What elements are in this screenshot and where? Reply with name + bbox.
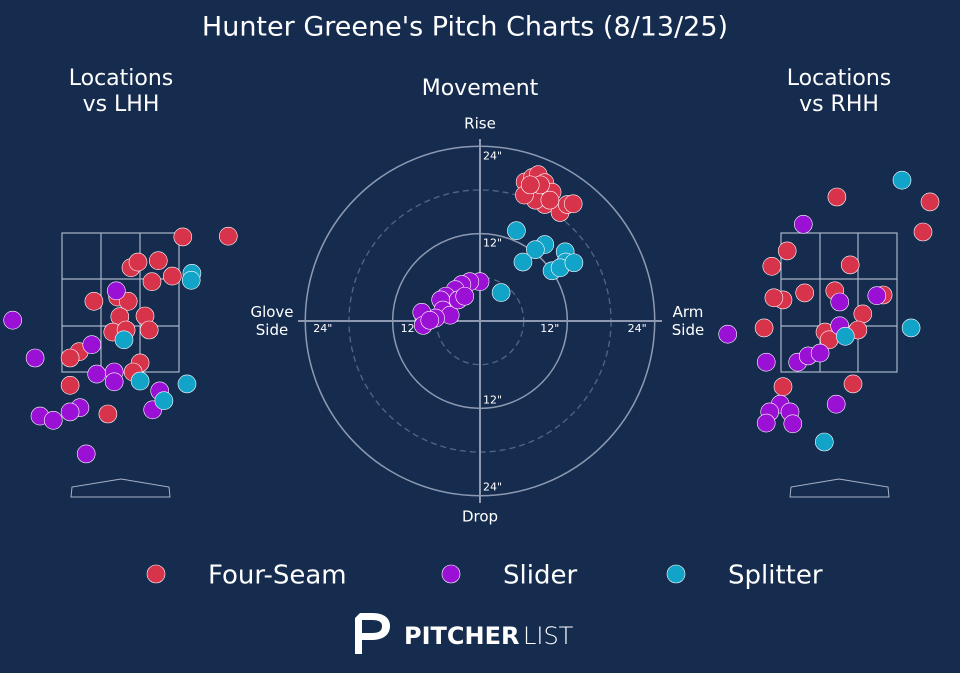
pitch-dot	[139, 320, 159, 340]
pitch-dot	[835, 326, 855, 346]
pitch-dot	[892, 170, 912, 190]
x-tick-label: 12"	[540, 322, 559, 335]
pitch-dot	[455, 286, 475, 306]
pitch-dot	[82, 335, 102, 355]
pitch-dot	[3, 310, 22, 330]
pitch-dot	[219, 226, 238, 246]
x-tick-label: 24"	[313, 322, 332, 335]
brand-light: LIST	[523, 622, 574, 650]
pitch-dot	[783, 414, 803, 434]
pitch-dot	[128, 252, 148, 272]
pitch-dot	[814, 432, 834, 452]
pitch-dot	[507, 221, 526, 241]
pitch-dot	[901, 318, 921, 338]
pitch-dot	[114, 330, 134, 350]
pitch-dot	[795, 283, 815, 303]
axis-label: Drop	[462, 508, 498, 526]
pitch-dot	[853, 304, 873, 324]
pitch-dot	[718, 324, 738, 344]
page-title: Hunter Greene's Pitch Charts (8/13/25)	[202, 12, 728, 43]
pitch-dot	[98, 404, 118, 424]
pitch-dot	[840, 255, 860, 275]
pitch-dot	[920, 192, 940, 212]
pitch-dot	[104, 372, 124, 392]
axis-label: Rise	[464, 115, 496, 133]
legend-marker	[441, 564, 461, 584]
pitch-dot	[163, 266, 182, 286]
pitch-dot	[777, 241, 797, 261]
pitch-dot	[756, 413, 776, 433]
pitch-dot	[25, 348, 45, 368]
legend-label: Slider	[503, 561, 577, 591]
y-tick-label: 12"	[483, 393, 502, 406]
pitch-dot	[60, 375, 80, 395]
pitch-dot	[87, 364, 106, 384]
pitch-dot	[513, 252, 533, 272]
pitch-dot	[827, 187, 847, 207]
pitch-dot	[913, 222, 933, 242]
panel-title: Locations vs LHH	[69, 66, 174, 117]
pitch-dot	[756, 352, 776, 372]
y-tick-label: 24"	[483, 149, 502, 162]
legend-label: Splitter	[728, 561, 823, 591]
pitch-dot	[142, 272, 162, 292]
pitch-dot	[130, 371, 150, 391]
pitch-dot	[754, 318, 774, 338]
pitch-dot	[420, 310, 440, 330]
pitch-dot	[84, 291, 104, 311]
pitch-dot	[60, 348, 80, 368]
pitch-dot	[773, 377, 793, 397]
pitch-dot	[764, 288, 784, 308]
pitch-dot	[520, 175, 540, 195]
y-tick-label: 12"	[483, 237, 502, 250]
strike-zone-rhh	[780, 232, 898, 498]
brand-bold: PITCHER	[404, 622, 519, 650]
pitch-dot	[810, 343, 830, 363]
pitch-dot	[830, 292, 850, 312]
pitch-dot	[826, 394, 846, 414]
pitch-dot	[181, 270, 201, 290]
pitch-dot	[60, 402, 80, 422]
legend-label: Four-Seam	[208, 561, 347, 591]
pitch-dot	[107, 281, 126, 301]
pitch-dot	[762, 256, 782, 276]
pitch-dot	[491, 283, 511, 302]
axis-label: Arm Side	[672, 303, 704, 339]
y-tick-label: 24"	[483, 481, 502, 494]
legend-marker	[146, 564, 166, 584]
pitch-dot	[76, 444, 96, 464]
panel-title: Movement	[422, 76, 539, 101]
pitch-dot	[843, 374, 863, 394]
pitch-dot	[867, 286, 887, 306]
panel-title: Locations vs RHH	[787, 66, 892, 117]
pitch-dot	[540, 190, 560, 210]
axis-label: Glove Side	[250, 303, 293, 339]
logo: PITCHER LIST	[355, 613, 574, 654]
pitch-dot	[43, 410, 63, 430]
x-tick-label: 24"	[628, 322, 647, 335]
pitch-dot	[563, 194, 583, 214]
pitch-dot	[149, 251, 168, 271]
pitch-dot	[564, 253, 584, 273]
pitch-dot	[118, 291, 138, 311]
legend-marker	[666, 564, 686, 584]
pitch-dot	[177, 374, 197, 394]
pitch-dot	[793, 215, 813, 234]
plots: Locations vs LHH Movement 24" 12" 12" 24" 24" 12…	[3, 66, 940, 591]
pitch-dot	[526, 240, 545, 259]
pitch-dot	[154, 391, 174, 411]
pitch-dot	[173, 227, 193, 247]
